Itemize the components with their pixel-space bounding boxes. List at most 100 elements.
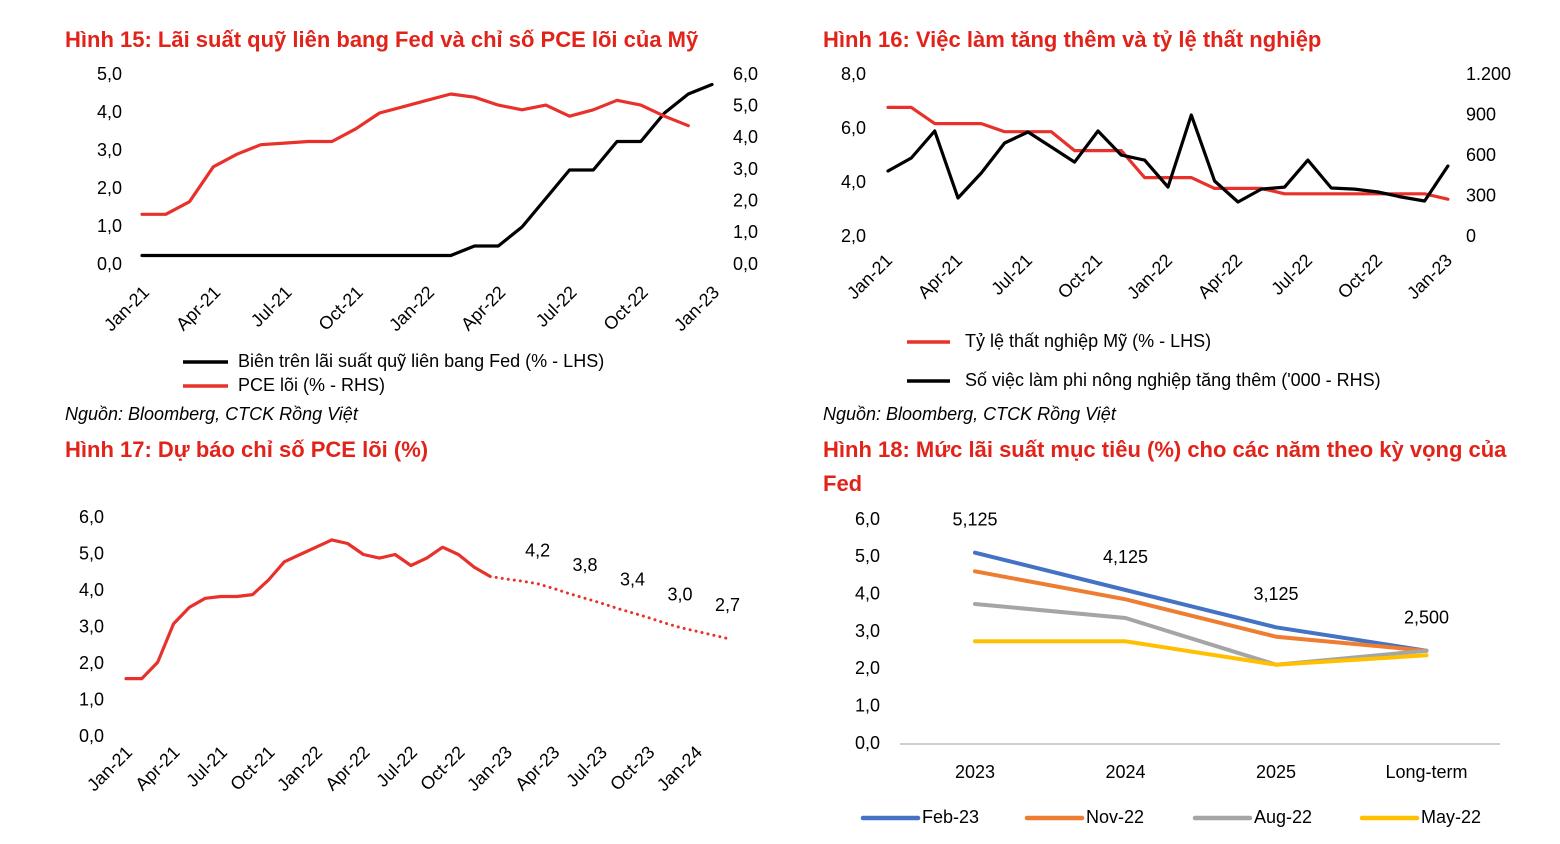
x-tick-label: Jan-22 — [385, 282, 438, 335]
chart-title: Hình 15: Lãi suất quỹ liên bang Fed và c… — [65, 27, 699, 52]
x-tick-label: Apr-22 — [1194, 250, 1246, 302]
y-tick-label: 4,0 — [79, 580, 104, 600]
data-label: 4,125 — [1103, 547, 1148, 567]
x-tick-label: Apr-22 — [321, 742, 373, 794]
x-tick-label: Jan-23 — [670, 282, 723, 335]
x-tick-label: Oct-22 — [1334, 250, 1386, 302]
y-tick-label: 6,0 — [855, 509, 880, 529]
x-tick-label: Jul-23 — [562, 742, 611, 791]
x-tick-label: Jan-21 — [843, 250, 896, 303]
x-tick-label: Apr-21 — [172, 282, 224, 334]
y-tick-label: 6,0 — [841, 118, 866, 138]
x-tick-label: Jan-22 — [273, 742, 326, 795]
line-series — [973, 602, 1429, 667]
y-tick-label: 2,0 — [97, 178, 122, 198]
x-tick-label: Apr-21 — [131, 742, 183, 794]
data-label: 2,500 — [1404, 607, 1449, 627]
line-series — [886, 113, 1450, 204]
legend-label: PCE lõi (% - RHS) — [238, 375, 385, 395]
y-tick-label: 5,0 — [97, 64, 122, 84]
y-tick-label: 3,0 — [97, 140, 122, 160]
x-tick-label: Jan-23 — [1403, 250, 1456, 303]
x-tick-label: Jan-23 — [463, 742, 516, 795]
x-tick-label: Apr-23 — [511, 742, 563, 794]
x-tick-label: Jul-22 — [372, 742, 421, 791]
legend-label: Feb-23 — [922, 807, 979, 827]
chart-title: Hình 18: Mức lãi suất mục tiêu (%) cho c… — [823, 437, 1507, 496]
line-series — [140, 82, 714, 258]
y-tick-label: 5,0 — [79, 543, 104, 563]
x-tick-label: 2023 — [955, 762, 995, 782]
y2-tick-label: 1,0 — [733, 222, 758, 242]
x-tick-label: Apr-22 — [457, 282, 509, 334]
y2-tick-label: 0,0 — [733, 254, 758, 274]
x-tick-label: Oct-23 — [606, 742, 658, 794]
x-tick-label: 2025 — [1256, 762, 1296, 782]
x-tick-label: Jan-24 — [653, 742, 706, 795]
y-tick-label: 1,0 — [855, 695, 880, 715]
line-series — [973, 639, 1429, 667]
x-tick-label: Jan-21 — [100, 282, 153, 335]
chart-title: Hình 16: Việc làm tăng thêm và tỷ lệ thấ… — [823, 27, 1322, 52]
y-tick-label: 0,0 — [79, 726, 104, 746]
y-tick-label: 8,0 — [841, 64, 866, 84]
legend-label: Nov-22 — [1086, 807, 1144, 827]
legend-label: May-22 — [1421, 807, 1481, 827]
x-tick-label: Jan-21 — [83, 742, 136, 795]
y-tick-label: 2,0 — [841, 226, 866, 246]
x-tick-label: Long-term — [1385, 762, 1467, 782]
legend-label: Aug-22 — [1254, 807, 1312, 827]
legend-label: Tỷ lệ thất nghiệp Mỹ (% - LHS) — [965, 331, 1211, 351]
data-label: 3,125 — [1253, 584, 1298, 604]
y2-tick-label: 900 — [1466, 104, 1496, 124]
y-tick-label: 2,0 — [855, 658, 880, 678]
line-series — [488, 574, 729, 640]
x-tick-label: 2024 — [1105, 762, 1145, 782]
x-tick-label: Oct-21 — [1054, 250, 1106, 302]
x-tick-label: Oct-21 — [226, 742, 278, 794]
legend-label: Số việc làm phi nông nghiệp tăng thêm ('… — [965, 370, 1381, 390]
x-tick-label: Oct-21 — [315, 282, 367, 334]
legend-label: Biên trên lãi suất quỹ liên bang Fed (% … — [238, 351, 604, 371]
x-tick-label: Jul-21 — [247, 282, 296, 331]
data-label: 3,8 — [573, 555, 598, 575]
x-tick-label: Jul-21 — [987, 250, 1036, 299]
x-tick-label: Apr-21 — [914, 250, 966, 302]
x-tick-label: Jan-22 — [1123, 250, 1176, 303]
chart-title: Hình 17: Dự báo chỉ số PCE lõi (%) — [65, 437, 429, 462]
y2-tick-label: 6,0 — [733, 64, 758, 84]
x-tick-label: Jul-22 — [1267, 250, 1316, 299]
x-tick-label: Jul-21 — [182, 742, 231, 791]
x-tick-label: Oct-22 — [416, 742, 468, 794]
data-label: 3,4 — [620, 570, 645, 590]
y-tick-label: 5,0 — [855, 546, 880, 566]
y-tick-label: 2,0 — [79, 653, 104, 673]
y-tick-label: 4,0 — [97, 102, 122, 122]
line-series — [973, 550, 1429, 653]
y-tick-label: 4,0 — [841, 172, 866, 192]
x-tick-label: Oct-22 — [600, 282, 652, 334]
y2-tick-label: 5,0 — [733, 95, 758, 115]
y2-tick-label: 3,0 — [733, 159, 758, 179]
x-tick-label: Jul-22 — [532, 282, 581, 331]
source-note: Nguồn: Bloomberg, CTCK Rồng Việt — [823, 404, 1116, 424]
line-series — [140, 92, 690, 216]
data-label: 3,0 — [668, 584, 693, 604]
line-series — [973, 569, 1429, 653]
line-series — [124, 538, 492, 681]
y-tick-label: 1,0 — [79, 689, 104, 709]
y-tick-label: 1,0 — [97, 216, 122, 236]
source-note: Nguồn: Bloomberg, CTCK Rồng Việt — [65, 404, 358, 424]
y-tick-label: 6,0 — [79, 507, 104, 527]
line-series — [886, 105, 1450, 201]
y2-tick-label: 600 — [1466, 145, 1496, 165]
y2-tick-label: 300 — [1466, 185, 1496, 205]
y2-tick-label: 0 — [1466, 226, 1476, 246]
y2-tick-label: 4,0 — [733, 127, 758, 147]
data-label: 5,125 — [952, 509, 997, 529]
y2-tick-label: 1.200 — [1466, 64, 1511, 84]
y2-tick-label: 2,0 — [733, 190, 758, 210]
y-tick-label: 3,0 — [79, 616, 104, 636]
